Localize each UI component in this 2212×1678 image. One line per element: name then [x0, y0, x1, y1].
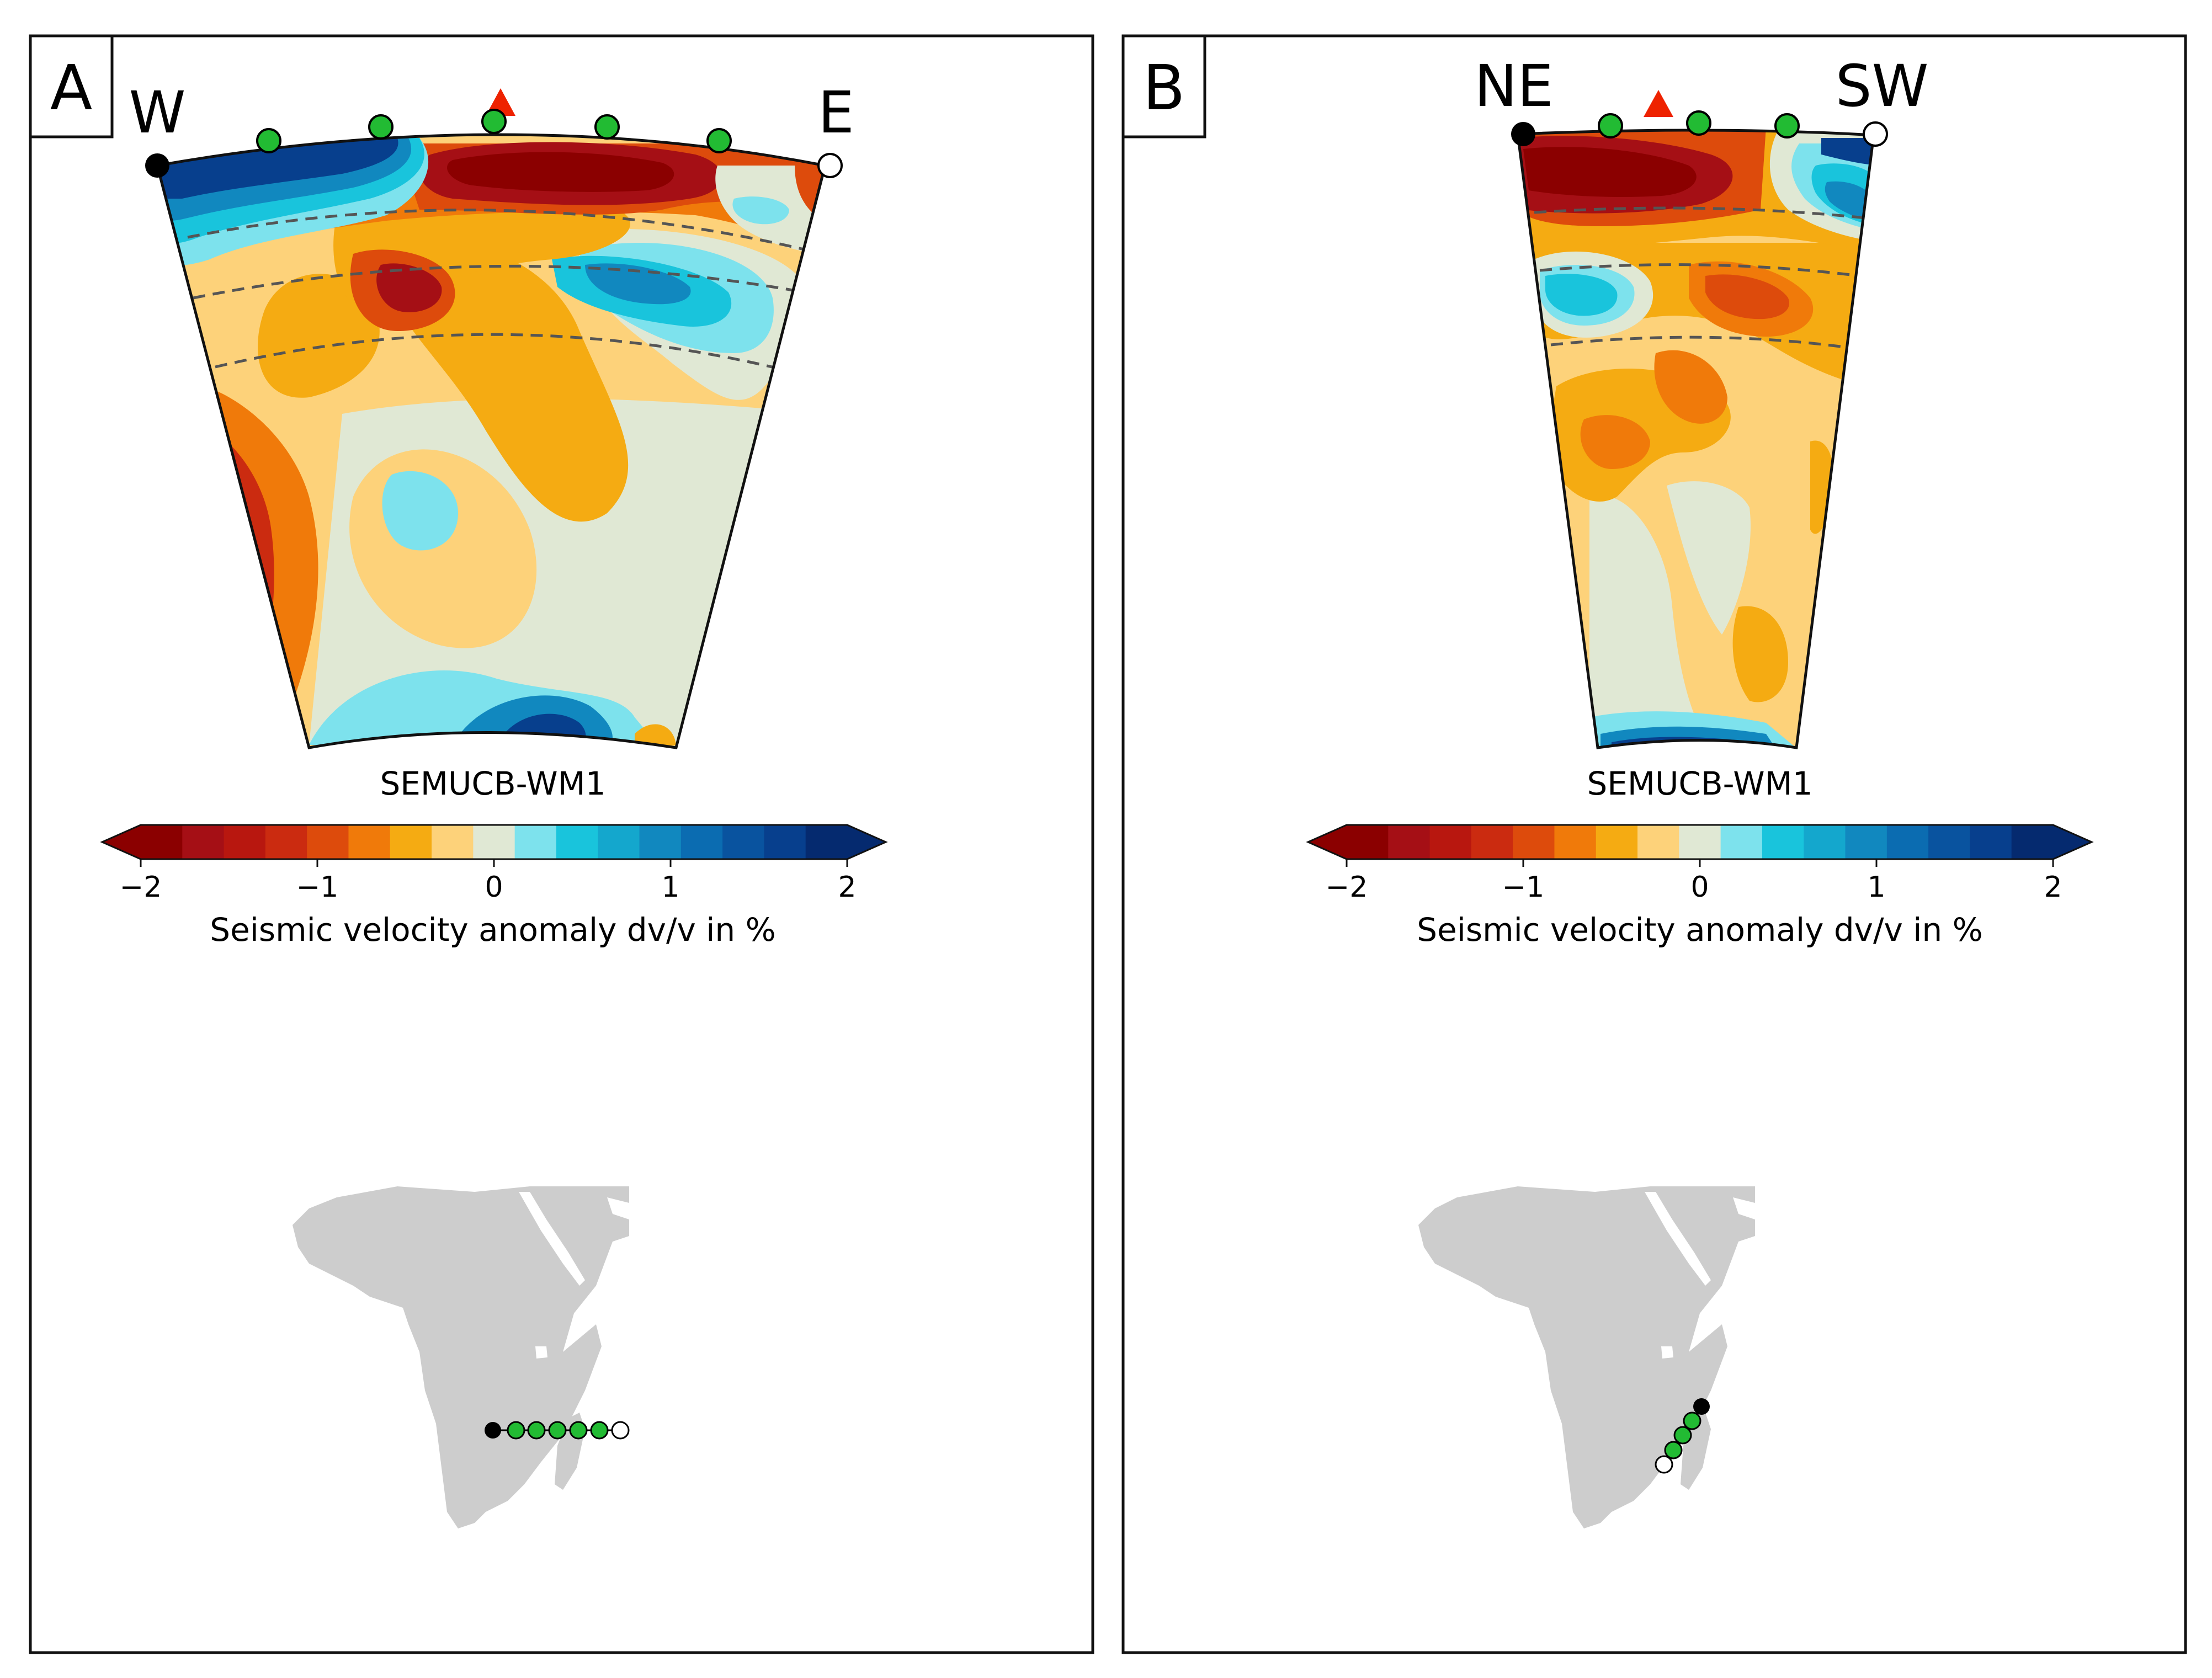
panel-b-left-end-label: NE — [1474, 52, 1554, 120]
colorbar-cell — [1804, 825, 1846, 859]
madagascar — [1681, 1413, 1711, 1490]
lake-victoria — [535, 1346, 547, 1359]
colorbar-cell — [1347, 825, 1389, 859]
panel-b-map-stations — [1655, 1398, 1710, 1474]
colorbar-tick-label: 1 — [1867, 871, 1885, 904]
panel-a: A — [29, 34, 1094, 1654]
colorbar-cell — [764, 825, 806, 859]
colorbar-axis-label: Seismic velocity anomaly dv/v in % — [210, 911, 775, 949]
panel-a-station — [368, 114, 394, 140]
colorbar-cell — [348, 825, 391, 859]
colorbar-cell — [556, 825, 598, 859]
panel-b: B — [1121, 34, 2187, 1654]
colorbar-cell — [639, 825, 682, 859]
panel-a-left-end-label: W — [129, 79, 186, 146]
colorbar-cell — [1928, 825, 1971, 859]
panel-a-location-map — [293, 1186, 629, 1528]
panel-b-station — [1686, 110, 1711, 136]
colorbar-low-arrow — [102, 825, 141, 859]
panel-a-label-box — [29, 34, 114, 138]
panel-b-location-map — [1418, 1186, 1755, 1528]
colorbar-cell — [1513, 825, 1555, 859]
colorbar-cell — [722, 825, 765, 859]
red-sea — [519, 1192, 585, 1286]
panel-b-label-box — [1121, 34, 1206, 138]
red-sea — [1645, 1192, 1711, 1286]
colorbar-cell — [680, 825, 723, 859]
colorbar-cell — [1886, 825, 1929, 859]
colorbar-cell — [1845, 825, 1887, 859]
colorbar-cell — [432, 825, 474, 859]
colorbar-high-arrow — [847, 825, 886, 859]
panel-a-station — [594, 114, 620, 140]
colorbar-cell — [265, 825, 307, 859]
panel-b-station — [1598, 113, 1623, 138]
lake-victoria — [1661, 1346, 1673, 1359]
colorbar-cell — [1554, 825, 1597, 859]
panel-b-cross-section — [1516, 129, 1875, 749]
panel-a-station — [481, 109, 507, 134]
panel-a-colorbar: −2 −1 0 1 2 Seismic velocity anomaly dv/… — [100, 824, 888, 949]
colorbar-tick-label: 1 — [661, 871, 679, 904]
panel-a-model-name: SEMUCB-WM1 — [380, 765, 605, 802]
panel-b-frame — [1121, 34, 2187, 1654]
colorbar-tick-label: −1 — [1502, 871, 1545, 904]
colorbar-cell — [2011, 825, 2054, 859]
colorbar-tick-label: 2 — [2044, 871, 2062, 904]
panel-a-station — [256, 128, 281, 153]
panel-a-station — [706, 128, 732, 153]
colorbar-cell — [1720, 825, 1763, 859]
colorbar-tick-label: −1 — [296, 871, 339, 904]
colorbar-cell — [1970, 825, 2012, 859]
colorbar-tick-label: 0 — [485, 871, 503, 904]
panel-a-start-point — [145, 153, 169, 178]
persian-gulf — [607, 1197, 629, 1219]
colorbar-cell — [1679, 825, 1721, 859]
colorbar-cell — [1762, 825, 1804, 859]
colorbar-cell — [390, 825, 432, 859]
panel-b-colorbar: −2 −1 0 1 2 Seismic velocity anomaly dv/… — [1306, 824, 2094, 949]
colorbar-tick-label: 0 — [1690, 871, 1709, 904]
colorbar-cell — [307, 825, 349, 859]
colorbar-cell — [514, 825, 557, 859]
colorbar-cell — [141, 825, 183, 859]
africa-landmass — [293, 1186, 629, 1528]
colorbar-low-arrow — [1308, 825, 1347, 859]
colorbar-tick-label: 2 — [838, 871, 856, 904]
panel-a-right-end-label: E — [818, 79, 854, 146]
africa-landmass — [1418, 1186, 1755, 1528]
colorbar-cell — [1388, 825, 1431, 859]
panel-b-model-name: SEMUCB-WM1 — [1587, 765, 1812, 802]
panel-b-end-point — [1863, 121, 1888, 147]
panel-b-start-point — [1511, 122, 1535, 146]
colorbar-tick-label: −2 — [120, 871, 162, 904]
colorbar-cell — [598, 825, 640, 859]
colorbar-tick-label: −2 — [1326, 871, 1368, 904]
panel-a-map-stations — [485, 1421, 630, 1440]
colorbar-cell — [1471, 825, 1513, 859]
colorbar-cell — [1429, 825, 1472, 859]
colorbar-cell — [1596, 825, 1638, 859]
panel-b-station — [1774, 113, 1800, 138]
persian-gulf — [1733, 1197, 1755, 1219]
panel-b-label: B — [1143, 52, 1185, 124]
panel-a-cross-section — [155, 133, 827, 749]
colorbar-cell — [224, 825, 266, 859]
colorbar-cell — [473, 825, 515, 859]
colorbar-cell — [805, 825, 848, 859]
panel-a-label: A — [50, 52, 93, 124]
colorbar-high-arrow — [2053, 825, 2092, 859]
panel-a-end-point — [817, 153, 843, 178]
colorbar-axis-label: Seismic velocity anomaly dv/v in % — [1417, 911, 1982, 949]
panel-a-frame — [29, 34, 1094, 1654]
panel-b-right-end-label: SW — [1836, 52, 1929, 120]
colorbar-cell — [182, 825, 225, 859]
panel-b-volcano-marker — [1644, 90, 1673, 117]
colorbar-cell — [1637, 825, 1679, 859]
